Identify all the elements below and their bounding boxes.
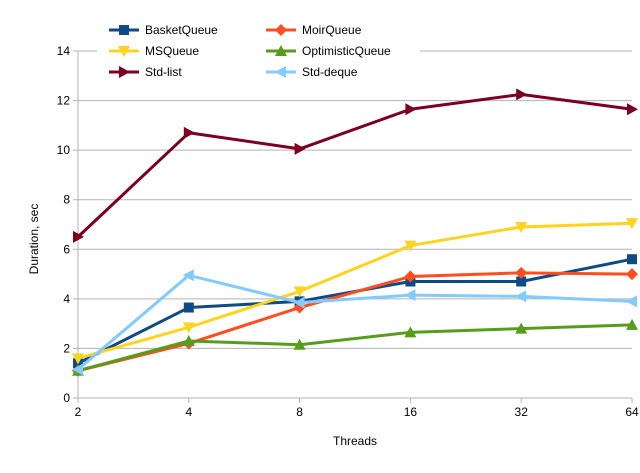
data-point-optimisticqueue [182,334,195,346]
legend-label: MSQueue [145,44,199,58]
data-point-std-deque [515,290,527,303]
series-std-list [73,88,638,243]
data-point-std-deque [293,296,305,309]
series-line-std-list [76,92,633,238]
y-tick-label: 2 [63,341,70,355]
legend-label: Std-list [145,65,182,79]
series-moirqueue [72,266,638,377]
data-point-msqueue [182,322,195,334]
data-point-std-deque [626,295,637,308]
y-tick-label: 4 [63,292,70,306]
data-point-std-deque [72,363,83,376]
data-point-moirqueue [515,266,528,279]
series-line-std-deque [77,273,633,371]
legend-item-msqueue: MSQueue [109,44,199,58]
series-line-optimisticqueue [77,323,633,373]
y-tick-label: 6 [63,242,70,256]
x-tick-label: 2 [75,405,82,419]
data-point-moirqueue [626,268,638,281]
data-point-std-deque [182,269,194,282]
series-optimisticqueue [72,318,638,376]
legend-item-basketqueue: BasketQueue [109,23,218,37]
y-tick-label: 0 [63,391,70,405]
legend-marker-moirqueue [275,24,287,36]
y-tick-label: 8 [63,193,70,207]
data-point-optimisticqueue [515,322,528,334]
series-std-deque [72,269,637,376]
data-point-msqueue [515,221,528,233]
x-tick-label: 16 [404,405,418,419]
data-point-msqueue [72,353,84,365]
data-point-basketqueue [516,276,527,287]
legend-marker-std-list [119,66,130,78]
legend-box [97,14,420,88]
data-point-optimisticqueue [626,318,638,330]
gridlines [78,50,632,399]
data-point-msqueue [293,286,306,298]
data-point-std-list [183,126,195,139]
series-lines [72,88,638,377]
x-tick-label: 8 [296,405,303,419]
x-tick-label: 4 [185,405,192,419]
data-point-std-list [294,142,306,155]
data-point-basketqueue [183,302,194,313]
legend-label: BasketQueue [145,23,218,37]
x-tick-label: 32 [515,405,529,419]
series-line-msqueue [77,221,633,360]
legend-item-std-deque: Std-deque [266,65,358,79]
legend-marker-basketqueue [119,25,129,35]
x-axis-title: Threads [333,434,377,448]
data-point-msqueue [626,218,638,230]
data-point-msqueue [404,240,417,252]
x-tick-label: 64 [625,405,639,419]
data-point-std-deque [404,289,416,302]
data-point-std-list [405,103,417,116]
series-msqueue [72,218,638,365]
legend-marker-msqueue [118,46,130,57]
y-axis-title: Duration, sec [27,204,41,275]
legend-marker-optimisticqueue [275,45,287,56]
legend-item-std-list: Std-list [109,65,182,79]
data-point-std-list [516,88,528,101]
y-tick-label: 12 [57,94,71,108]
data-point-std-list [627,103,638,116]
legend-item-moirqueue: MoirQueue [266,23,362,37]
series-line-moirqueue [77,271,633,373]
data-point-moirqueue [404,270,417,283]
legend: BasketQueue MoirQueue MSQueue OptimisticQue… [97,14,420,88]
data-point-basketqueue [627,254,637,265]
y-tick-label: 14 [57,44,71,58]
legend-label: OptimisticQueue [302,44,391,58]
data-point-optimisticqueue [404,326,417,338]
data-point-optimisticqueue [293,338,306,350]
legend-item-optimisticqueue: OptimisticQueue [266,44,391,58]
legend-marker-std-deque [275,66,286,78]
legend-label: Std-deque [302,65,358,79]
legend-label: MoirQueue [302,23,362,37]
y-tick-label: 10 [57,143,71,157]
data-point-std-list [73,230,84,243]
